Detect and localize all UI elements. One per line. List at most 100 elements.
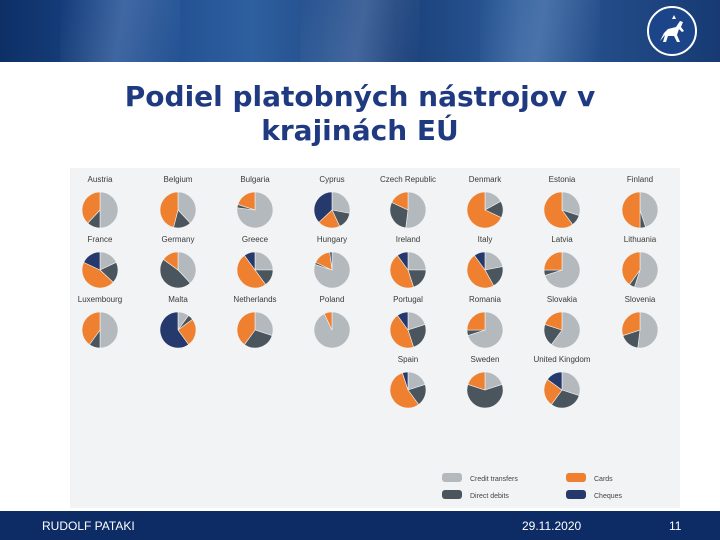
pie-slice-ireland-credit-transfers: [407, 251, 427, 271]
legend-swatch-direct-debits: [442, 490, 462, 499]
pie-slice-belgium-credit-transfers: [177, 191, 197, 224]
pie-label-cyprus: Cyprus: [319, 175, 344, 184]
pie-slice-estonia-credit-transfers: [561, 191, 581, 216]
pie-label-latvia: Latvia: [551, 235, 573, 244]
pie-label-france: France: [88, 235, 113, 244]
pie-label-denmark: Denmark: [469, 175, 502, 184]
pie-slice-greece-credit-transfers: [254, 251, 274, 271]
pie-slice-latvia-cards: [543, 251, 563, 271]
university-logo-icon: [647, 6, 697, 56]
pie-charts-grid: Austria Belgium Bulgaria Cyprus Czech Republ…: [78, 175, 659, 500]
pie-slice-ireland-cards: [389, 255, 414, 289]
pie-slice-netherlands-direct-debits: [244, 329, 273, 349]
pie-slice-romania-credit-transfers: [467, 311, 504, 349]
legend-label-cheques: Cheques: [594, 493, 623, 500]
pie-label-austria: Austria: [88, 175, 113, 184]
banner-streak: [300, 0, 420, 62]
pie-slice-slovenia-credit-transfers: [637, 311, 659, 349]
pie-slice-czech-republic-credit-transfers: [405, 191, 427, 229]
pie-slice-slovakia-cards: [544, 311, 563, 331]
pie-slice-sweden-cards: [467, 371, 486, 391]
slide-title: Podiel platobných nástrojov v krajinách …: [124, 80, 596, 147]
pie-slice-germany-credit-transfers: [177, 251, 197, 284]
legend-label-credit-transfers: Credit transfers: [470, 476, 518, 483]
pie-label-bulgaria: Bulgaria: [240, 175, 270, 184]
pie-label-romania: Romania: [469, 295, 502, 304]
pie-slice-greece-cheques: [244, 251, 256, 271]
legend-swatch-cheques: [566, 490, 586, 499]
pie-slice-greece-cards: [236, 255, 267, 289]
pie-slice-netherlands-credit-transfers: [254, 311, 274, 336]
pie-slice-austria-cards: [81, 191, 101, 224]
pie-label-finland: Finland: [627, 175, 653, 184]
pie-slice-romania-cards: [466, 311, 486, 331]
pie-label-slovenia: Slovenia: [625, 295, 656, 304]
pie-label-belgium: Belgium: [164, 175, 193, 184]
pie-slice-finland-credit-transfers: [639, 191, 659, 228]
pie-slice-czech-republic-cards: [391, 191, 409, 211]
pie-slice-italy-cards: [466, 255, 495, 289]
pie-label-czech-republic: Czech Republic: [380, 175, 436, 184]
pie-slice-lithuania-cards: [621, 251, 641, 285]
pie-slice-luxembourg-credit-transfers: [99, 311, 119, 349]
pie-slice-finland-cards: [621, 191, 641, 229]
page-number: 11: [669, 519, 682, 533]
pie-slice-italy-cheques: [474, 251, 486, 271]
pie-label-greece: Greece: [242, 235, 269, 244]
pie-slice-france-cheques: [83, 251, 101, 271]
pie-slice-slovenia-cards: [621, 311, 641, 336]
pie-slice-estonia-cards: [543, 191, 573, 229]
pie-label-netherlands: Netherlands: [233, 295, 276, 304]
pie-label-united-kingdom: United Kingdom: [534, 355, 591, 364]
pie-slice-france-cards: [81, 261, 114, 289]
pie-label-hungary: Hungary: [317, 235, 347, 244]
pie-label-spain: Spain: [398, 355, 418, 364]
pie-slice-ireland-cheques: [397, 251, 409, 271]
pie-slice-united-kingdom-direct-debits: [551, 389, 580, 409]
pie-label-italy: Italy: [478, 235, 493, 244]
pie-label-ireland: Ireland: [396, 235, 420, 244]
footer-author: RUDOLF PATAKI: [42, 519, 135, 533]
pie-label-portugal: Portugal: [393, 295, 423, 304]
pie-slice-slovakia-credit-transfers: [551, 311, 581, 349]
pie-label-lithuania: Lithuania: [624, 235, 657, 244]
pie-slice-luxembourg-cards: [81, 311, 101, 345]
footer-date: 29.11.2020: [522, 519, 582, 533]
pie-slice-czech-republic-direct-debits: [389, 201, 409, 229]
pie-slice-germany-direct-debits: [159, 259, 191, 289]
pie-slice-portugal-cards: [389, 315, 414, 349]
chart-panel: Austria Belgium Bulgaria Cyprus Czech Republ…: [70, 168, 680, 508]
pie-slice-malta-cheques: [159, 311, 189, 349]
pie-slice-sweden-direct-debits: [466, 384, 504, 409]
pie-slice-portugal-cheques: [397, 311, 409, 331]
pie-label-sweden: Sweden: [471, 355, 500, 364]
legend-swatch-cards: [566, 473, 586, 482]
legend-label-direct-debits: Direct debits: [470, 493, 509, 500]
pie-slice-hungary-cheques: [329, 251, 333, 271]
pie-slice-lithuania-credit-transfers: [634, 251, 659, 289]
pie-label-poland: Poland: [320, 295, 345, 304]
footer-bar: RUDOLF PATAKI 29.11.2020 11: [0, 511, 720, 540]
pie-label-malta: Malta: [168, 295, 188, 304]
pie-slice-poland-cards: [323, 311, 333, 331]
pie-label-slovakia: Slovakia: [547, 295, 578, 304]
banner-streak: [60, 0, 180, 62]
pie-slice-cyprus-cheques: [313, 191, 333, 223]
pie-label-estonia: Estonia: [549, 175, 576, 184]
pie-slice-cyprus-credit-transfers: [331, 191, 351, 214]
pie-slice-netherlands-cards: [236, 311, 256, 345]
pie-slice-spain-cards: [389, 372, 419, 409]
pie-slice-germany-cards: [163, 251, 179, 271]
pie-slice-austria-credit-transfers: [99, 191, 119, 229]
pie-slice-spain-cheques: [402, 371, 409, 391]
pie-slice-belgium-cards: [159, 191, 179, 228]
pie-slice-denmark-cards: [466, 191, 502, 229]
pie-slice-united-kingdom-credit-transfers: [561, 371, 581, 396]
pie-slice-latvia-credit-transfers: [544, 251, 581, 289]
legend-swatch-credit-transfers: [442, 473, 462, 482]
header-banner: [0, 0, 720, 62]
pie-slice-united-kingdom-cheques: [547, 371, 563, 391]
pie-slice-bulgaria-cards: [237, 191, 256, 211]
pie-label-germany: Germany: [162, 235, 195, 244]
banner-streak: [480, 0, 600, 62]
